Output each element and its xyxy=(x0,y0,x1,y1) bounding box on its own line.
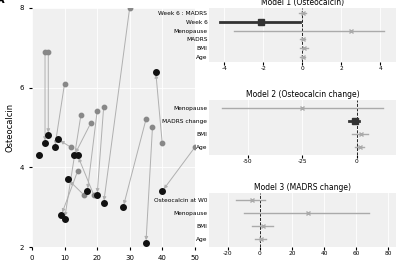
Point xyxy=(42,141,48,145)
Point xyxy=(100,105,107,109)
Point xyxy=(120,205,126,209)
Point xyxy=(159,141,166,145)
Point xyxy=(94,193,100,197)
Point xyxy=(78,113,84,118)
Point xyxy=(58,213,64,217)
Point xyxy=(52,145,58,149)
Point xyxy=(42,50,48,54)
Point xyxy=(74,169,81,173)
Point xyxy=(81,193,87,197)
Point xyxy=(94,109,100,114)
Title: Model 3 (MADRS change): Model 3 (MADRS change) xyxy=(254,183,351,192)
Point xyxy=(45,133,52,138)
Point xyxy=(55,137,61,141)
Point xyxy=(152,69,159,74)
Point xyxy=(91,193,97,197)
Point xyxy=(159,189,166,193)
Title: Model 1 (Osteocalcin): Model 1 (Osteocalcin) xyxy=(261,0,344,7)
Point xyxy=(61,81,68,86)
Point xyxy=(192,145,198,149)
Point xyxy=(126,6,133,10)
Point xyxy=(84,189,90,193)
Y-axis label: Osteocalcin: Osteocalcin xyxy=(5,103,14,152)
Point xyxy=(74,153,81,157)
Point xyxy=(61,217,68,221)
Point xyxy=(149,125,156,129)
Title: Model 2 (Osteocalcin change): Model 2 (Osteocalcin change) xyxy=(246,90,359,99)
Point xyxy=(65,177,71,181)
Point xyxy=(143,117,149,121)
Text: A: A xyxy=(0,0,5,5)
Point xyxy=(143,241,149,245)
Point xyxy=(71,153,78,157)
Point xyxy=(88,121,94,126)
Point xyxy=(68,145,74,149)
Point xyxy=(100,201,107,205)
Point xyxy=(45,50,52,54)
Point xyxy=(35,153,42,157)
Point xyxy=(35,153,42,157)
